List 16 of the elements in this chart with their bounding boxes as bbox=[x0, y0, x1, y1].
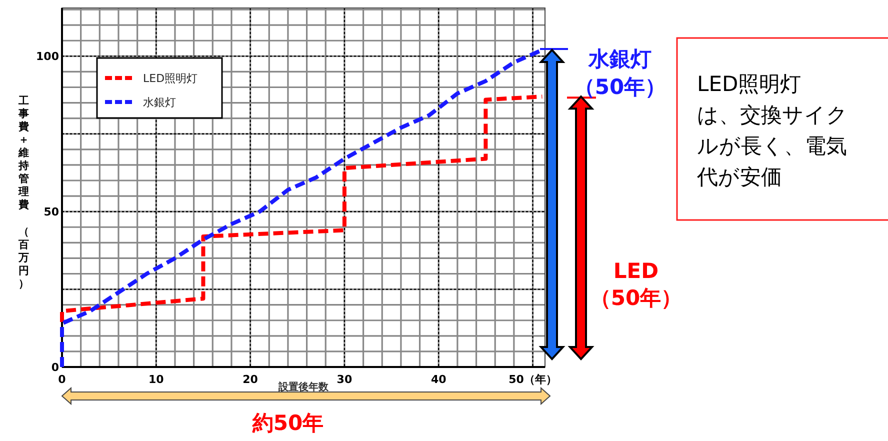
x-tick-label: 50（年） bbox=[508, 373, 557, 386]
legend-label: 水銀灯 bbox=[143, 96, 176, 109]
x-tick-label: 20 bbox=[242, 373, 258, 386]
text: LED照明灯は、交換サイクルが長く、電気代が安価 bbox=[696, 72, 848, 189]
x-tick-label: 10 bbox=[148, 373, 164, 386]
text: LED（50年） bbox=[590, 259, 682, 310]
y-tick-label: 0 bbox=[51, 361, 60, 374]
x-axis-title: 設置後年数 bbox=[278, 381, 330, 393]
text: 水銀灯（50年） bbox=[574, 47, 666, 99]
y-tick-label: 100 bbox=[36, 50, 60, 64]
x-tick-label: 30 bbox=[336, 373, 352, 386]
text: 約50年 bbox=[251, 411, 324, 435]
y-tick-label: 50 bbox=[44, 206, 60, 219]
x-tick-label: 40 bbox=[430, 373, 447, 386]
text: 工事費＋維持管理費（百万円） bbox=[18, 95, 30, 290]
legend-label: LED照明灯 bbox=[143, 72, 198, 85]
